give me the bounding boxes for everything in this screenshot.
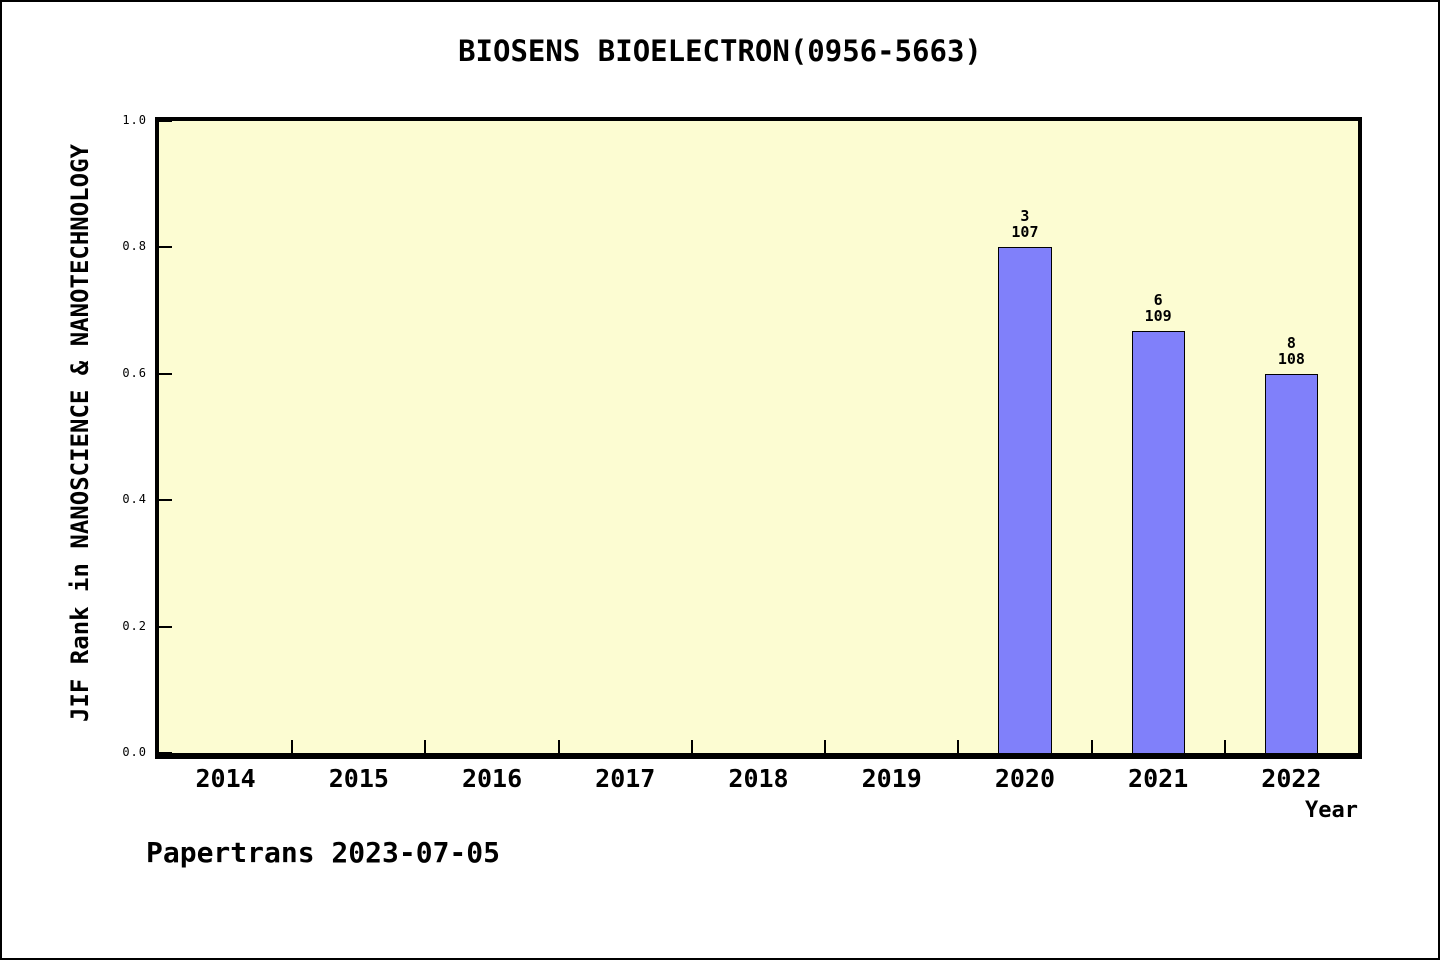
x-axis-tick-label: 2017 — [595, 764, 656, 793]
footer-note: Papertrans 2023-07-05 — [146, 836, 501, 869]
x-tick-mark — [557, 740, 560, 753]
y-axis-title-text: JIF Rank in NANOSCIENCE & NANOTECHNOLOGY — [66, 144, 94, 722]
x-tick-mark — [690, 740, 693, 753]
x-tick-mark — [1090, 740, 1093, 753]
bar-total-label: 109 — [1144, 307, 1172, 326]
y-tick-mark — [159, 120, 172, 122]
x-axis-tick-label: 2014 — [195, 764, 256, 793]
y-tick-label: 0.6 — [122, 365, 147, 380]
bar-rank-label: 6 — [1153, 291, 1163, 310]
y-tick-label: 0.0 — [122, 745, 147, 759]
bar — [998, 247, 1052, 754]
x-axis-tick-label: 2020 — [994, 764, 1056, 793]
bar-value-label: 8 108 — [1231, 335, 1351, 367]
bar-rank-label: 8 — [1286, 333, 1296, 352]
x-axis-tick-label: 2021 — [1128, 764, 1189, 793]
chart-title: BIOSENS BIOELECTRON(0956-5663) — [458, 34, 982, 68]
y-tick-label-layer: 1.0 0.8 0.6 0.4 0.2 0.0 — [95, 113, 147, 759]
x-axis-tick-label: 2019 — [861, 764, 922, 793]
bar — [1131, 331, 1185, 754]
x-tick-mark — [1223, 740, 1226, 753]
x-axis-title: Year — [1305, 798, 1358, 823]
y-tick-label: 0.4 — [122, 492, 147, 507]
y-tick-mark — [159, 246, 172, 249]
x-tick-mark — [957, 740, 960, 753]
bar-rank-label: 3 — [1020, 207, 1030, 226]
x-axis-tick-label: 2022 — [1261, 764, 1322, 793]
x-tick-mark — [291, 740, 294, 753]
plot-area: 3 107 6 109 8 108 — [155, 117, 1362, 759]
y-tick-mark — [159, 372, 172, 375]
x-axis-tick-label: 2016 — [461, 764, 523, 793]
x-tick-label-layer: 2014 2015 2016 2017 2018 2019 2020 2021 2022 — [159, 764, 1358, 798]
bar-value-label: 3 107 — [965, 208, 1085, 240]
y-tick-label: 1.0 — [122, 113, 147, 127]
y-tick-mark — [159, 625, 172, 628]
y-tick-mark — [159, 752, 172, 754]
bar-total-label: 108 — [1277, 349, 1305, 368]
bar — [1264, 373, 1319, 754]
x-axis-tick-label: 2015 — [328, 764, 389, 793]
y-tick-label: 0.2 — [122, 618, 147, 633]
x-tick-mark — [424, 740, 427, 753]
bar-value-label: 6 109 — [1098, 292, 1218, 324]
y-tick-mark — [159, 499, 172, 502]
bar-total-label: 107 — [1011, 223, 1039, 242]
x-tick-mark — [824, 740, 827, 753]
x-axis-tick-label: 2018 — [728, 764, 789, 793]
y-tick-label: 0.8 — [122, 239, 147, 254]
